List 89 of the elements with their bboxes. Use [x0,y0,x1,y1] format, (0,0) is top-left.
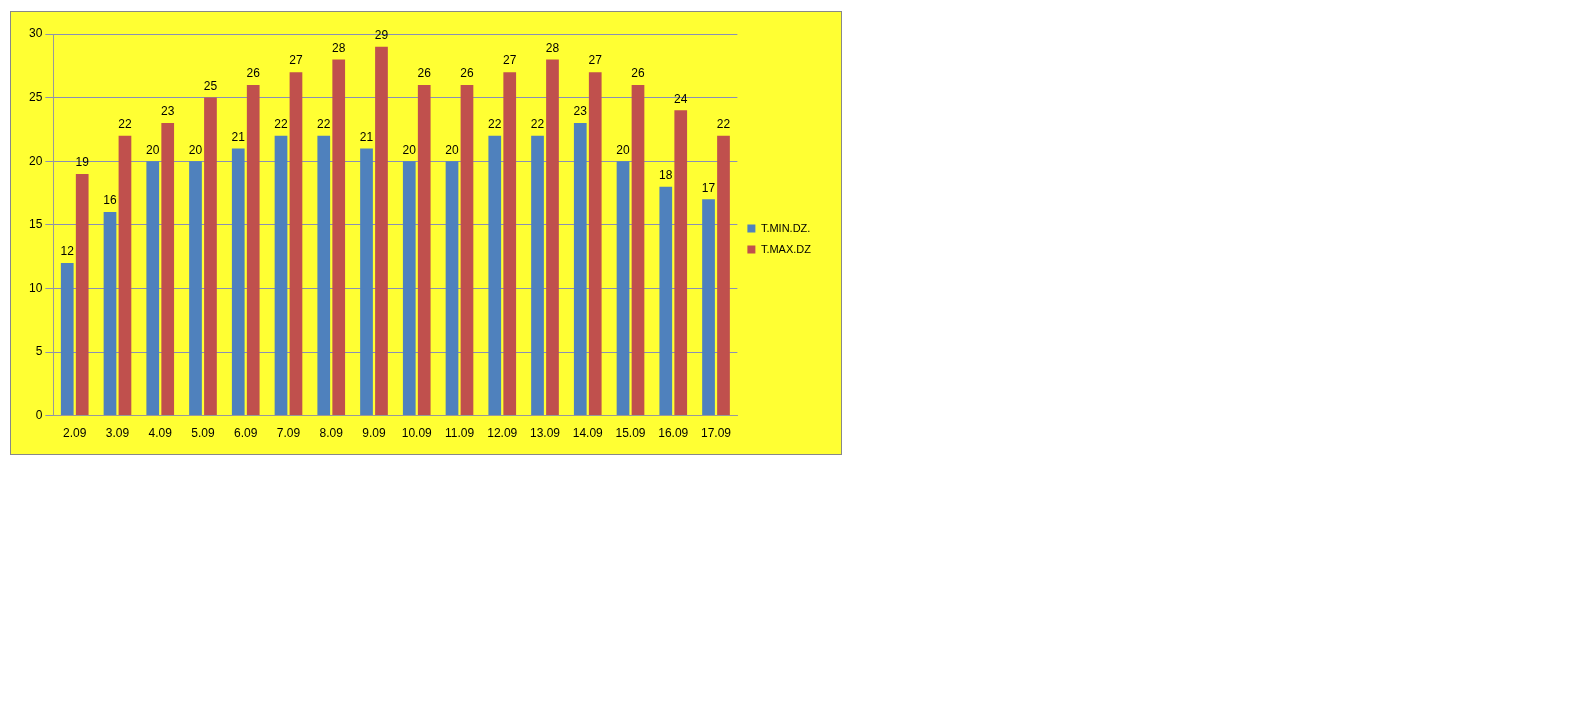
bar [616,161,630,416]
bar [445,161,459,416]
data-label: 22 [716,117,731,132]
bar [546,59,559,416]
x-tick-label: 6.09 [234,426,258,441]
bar [161,123,175,416]
data-label: 27 [503,53,517,68]
data-label: 16 [103,193,117,208]
y-tick-label: 10 [28,280,43,295]
bar [103,212,117,416]
x-tick-label: 10.09 [401,426,433,441]
data-label: 27 [588,53,603,68]
bar [573,123,587,416]
x-tick-label: 8.09 [319,426,344,441]
y-tick-label: 30 [28,26,43,41]
y-tick-label: 20 [28,153,43,168]
x-tick-label: 13.09 [529,426,561,441]
data-label: 25 [203,78,218,93]
data-label: 24 [674,91,688,106]
x-tick-label: 11.09 [444,426,475,441]
bar [488,135,502,416]
x-tick-label: 17.09 [701,426,732,441]
data-label: 21 [359,129,374,144]
bar [246,84,260,416]
bar [75,173,89,416]
x-tick-label: 2.09 [63,426,87,441]
y-tick-label: 25 [28,89,43,104]
bar [375,46,388,416]
bar [189,161,202,416]
x-tick-label: 16.09 [658,426,689,441]
x-tick-label: 3.09 [105,426,130,441]
bar [674,110,688,416]
data-label: 28 [332,40,346,55]
bar [360,148,373,416]
data-label: 18 [659,167,673,182]
x-tick-label: 4.09 [148,426,173,441]
x-tick-label: 9.09 [362,426,386,441]
bar [289,72,303,416]
data-label: 27 [289,53,303,68]
x-tick-label: 5.09 [191,426,215,441]
data-label: 22 [488,117,502,132]
bar [702,199,715,416]
bar [588,72,602,416]
bar [60,262,74,416]
bar [503,72,517,416]
legend-label: T.MIN.DZ. [760,221,811,234]
y-tick-label: 0 [35,407,43,422]
bar [274,135,288,416]
data-label: 26 [460,66,474,81]
bar [717,135,730,416]
bar [402,161,416,416]
bar [332,59,346,416]
y-tick-label: 5 [35,344,43,359]
data-label: 26 [417,66,432,81]
data-label: 23 [573,104,588,119]
data-label: 22 [530,117,545,132]
data-label: 23 [161,104,175,119]
bar [531,135,544,416]
data-label: 20 [188,142,203,157]
bar [631,84,645,416]
bar [417,84,431,416]
bar [659,186,673,416]
data-label: 22 [118,117,132,132]
bar [231,148,245,416]
data-label: 20 [146,142,160,157]
data-label: 26 [631,66,645,81]
data-label: 26 [246,66,261,81]
x-tick-label: 14.09 [572,426,604,441]
x-tick-label: 15.09 [615,426,646,441]
data-label: 19 [75,155,90,170]
data-label: 12 [60,244,75,259]
bar [317,135,331,416]
data-label: 28 [545,40,560,55]
x-tick-label: 7.09 [276,426,301,441]
data-label: 21 [231,129,246,144]
bar [204,97,217,416]
data-label: 17 [701,180,716,195]
data-label: 22 [317,117,331,132]
bar [460,84,474,416]
bar [146,161,160,416]
data-label: 22 [274,117,288,132]
x-tick-label: 12.09 [487,426,518,441]
data-label: 29 [374,28,389,43]
data-label: 20 [402,142,417,157]
data-label: 20 [616,142,631,157]
data-label: 20 [445,142,460,157]
y-tick-label: 15 [28,217,43,232]
bar [118,135,132,416]
legend-label: T.MAX.DZ [760,242,812,255]
